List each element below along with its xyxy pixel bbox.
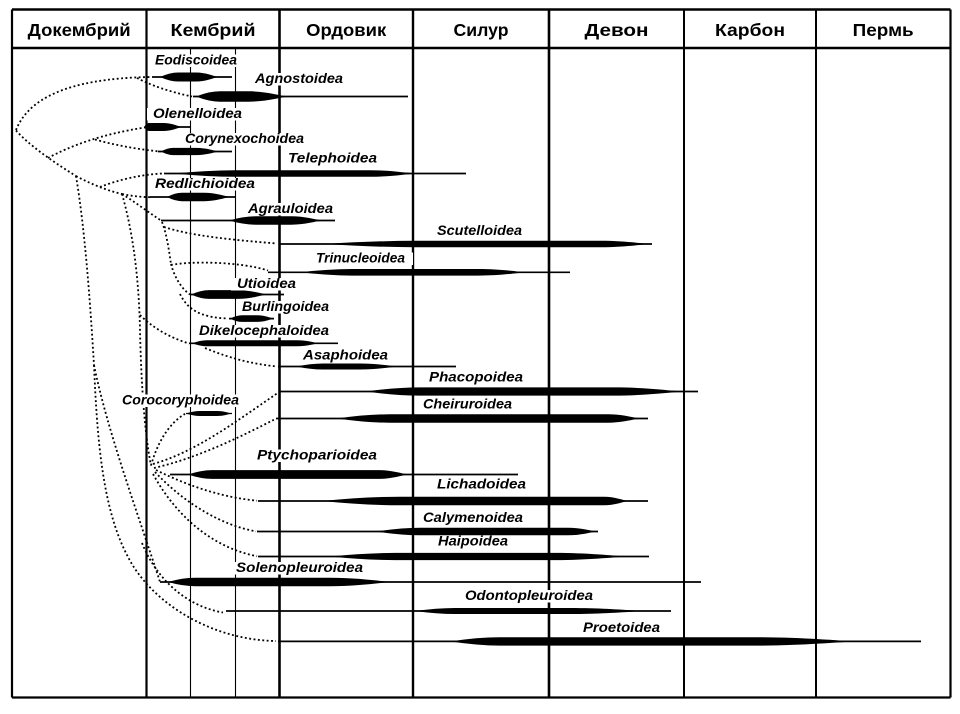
svg-text:Пермь: Пермь [853, 20, 914, 40]
svg-text:Haipoidea: Haipoidea [438, 533, 508, 549]
svg-text:Ptychoparioidea: Ptychoparioidea [257, 447, 377, 463]
svg-text:Redlichioidea: Redlichioidea [155, 175, 255, 191]
svg-text:Eodiscoidea: Eodiscoidea [155, 52, 237, 68]
svg-text:Девон: Девон [585, 20, 649, 40]
svg-text:Силур: Силур [454, 20, 509, 40]
svg-text:Ордовик: Ордовик [306, 20, 386, 40]
svg-text:Scutelloidea: Scutelloidea [437, 222, 522, 238]
svg-text:Odontopleuroidea: Odontopleuroidea [465, 587, 593, 603]
svg-text:Burlingoidea: Burlingoidea [242, 298, 329, 314]
svg-text:Dikelocephaloidea: Dikelocephaloidea [199, 322, 329, 338]
svg-text:Кембрий: Кембрий [171, 20, 256, 40]
svg-text:Calymenoidea: Calymenoidea [423, 509, 523, 525]
svg-text:Trinucleoidea: Trinucleoidea [316, 250, 405, 266]
svg-text:Докембрий: Докембрий [28, 20, 131, 40]
svg-text:Solenopleuroidea: Solenopleuroidea [236, 559, 363, 575]
svg-text:Lichadoidea: Lichadoidea [437, 476, 526, 492]
svg-text:Agnostoidea: Agnostoidea [254, 70, 343, 86]
svg-text:Карбон: Карбон [715, 20, 785, 40]
svg-text:Corynexochoidea: Corynexochoidea [185, 130, 304, 146]
svg-text:Agrauloidea: Agrauloidea [247, 200, 333, 216]
svg-text:Olenelloidea: Olenelloidea [153, 105, 242, 121]
svg-text:Telephoidea: Telephoidea [288, 150, 377, 166]
svg-text:Proetoidea: Proetoidea [583, 619, 660, 635]
svg-text:Corocoryphoidea: Corocoryphoidea [122, 392, 239, 408]
svg-text:Cheiruroidea: Cheiruroidea [423, 396, 512, 412]
svg-text:Phacopoidea: Phacopoidea [429, 369, 523, 385]
svg-text:Utioidea: Utioidea [237, 275, 296, 291]
svg-text:Asaphoidea: Asaphoidea [302, 347, 388, 363]
